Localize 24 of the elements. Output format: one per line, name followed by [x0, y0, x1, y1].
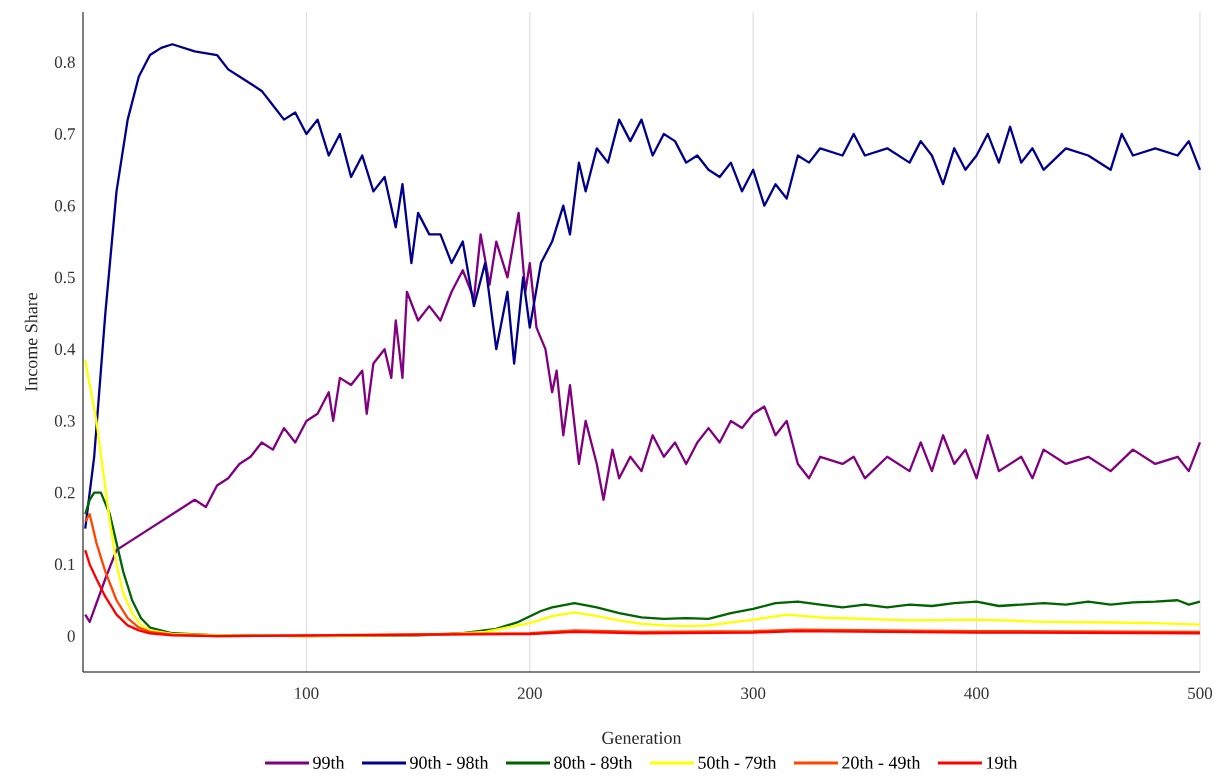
x-axis-title: Generation — [602, 731, 682, 744]
y-tick-label: 0.4 — [54, 343, 76, 355]
y-axis-title: Income Share — [24, 292, 38, 392]
line-series — [84, 43, 1202, 530]
legend-label: 80th - 89th — [554, 756, 633, 769]
legend-label: 99th — [313, 756, 345, 769]
x-tick-label: 200 — [517, 687, 542, 699]
legend-label: 20th - 49th — [842, 756, 921, 769]
line-series — [84, 548, 1202, 638]
x-tick-label: 300 — [741, 687, 766, 699]
legend-label: 19th — [987, 756, 1018, 769]
x-tick-label: 500 — [1188, 687, 1213, 699]
x-tick-label: 400 — [964, 687, 989, 699]
y-tick-label: 0.7 — [54, 128, 75, 140]
legend-label: 50th - 79th — [698, 756, 777, 769]
y-tick-label: 0.8 — [54, 56, 75, 68]
y-tick-label: 0.5 — [54, 271, 75, 284]
legend-label: 90th - 98th — [410, 756, 489, 769]
y-tick-label: 0.2 — [54, 486, 75, 499]
y-tick-label: 0 — [67, 630, 75, 642]
y-tick-label: 0.3 — [54, 415, 75, 427]
x-tick-label: 100 — [295, 687, 319, 699]
y-tick-label: 0.1 — [54, 558, 75, 571]
y-tick-label: 0.6 — [54, 199, 75, 212]
